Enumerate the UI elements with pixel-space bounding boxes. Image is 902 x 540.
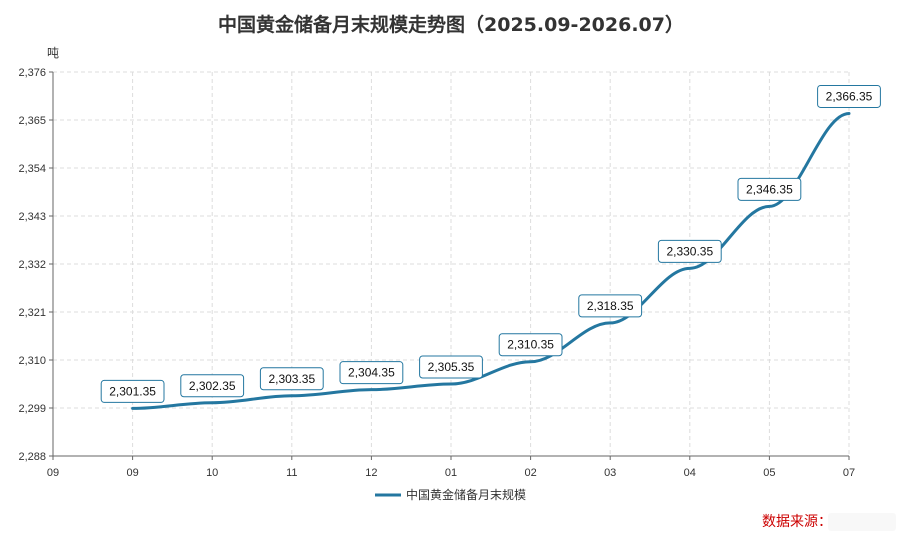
data-label-text: 2,330.35 <box>666 244 713 258</box>
data-label-box <box>419 355 483 379</box>
x-tick-label: 05 <box>763 467 775 479</box>
data-label: 2,346.35 <box>737 177 802 201</box>
x-tick-label: 12 <box>365 467 377 479</box>
data-label: 2,301.35 <box>100 379 165 403</box>
x-tick-label: 09 <box>47 467 59 479</box>
series-layer <box>131 111 851 410</box>
x-tick-label: 11 <box>286 467 297 479</box>
data-label: 2,305.35 <box>419 355 483 379</box>
data-label: 2,302.35 <box>180 374 245 398</box>
x-tick-label: 01 <box>445 467 457 479</box>
x-tick-label: 03 <box>604 467 616 479</box>
data-label-box <box>737 177 802 201</box>
y-axis-unit-label: 吨 <box>47 46 59 60</box>
data-label: 2,310.35 <box>498 333 563 357</box>
y-tick-label: 2,354 <box>18 163 46 175</box>
x-axis-ticks: 09 09 10 11 12 01 02 03 04 05 07 <box>47 456 855 479</box>
y-tick-label: 2,299 <box>18 403 46 415</box>
data-label-text: 2,303.35 <box>268 372 315 386</box>
data-label: 2,366.35 <box>817 84 881 108</box>
grid-lines <box>53 71 850 456</box>
source-note: 数据来源： <box>762 514 832 530</box>
x-tick-label: 09 <box>126 467 138 479</box>
data-label-box <box>817 84 881 108</box>
y-tick-label: 2,365 <box>18 115 46 127</box>
y-tick-label: 2,376 <box>18 67 46 79</box>
data-label-text: 2,346.35 <box>746 182 793 196</box>
data-labels: 2,301.35 2,302.35 2,303.35 2,304.35 2,305.35… <box>100 84 881 403</box>
data-label-text: 2,302.35 <box>189 379 236 393</box>
data-label-text: 2,304.35 <box>348 366 395 380</box>
data-label: 2,304.35 <box>339 361 404 385</box>
y-axis-ticks: 2,288 2,299 2,310 2,321 2,332 2,343 2,354 2,365… <box>18 67 53 463</box>
data-label-box <box>498 333 563 357</box>
data-label: 2,330.35 <box>657 239 722 263</box>
legend-label: 中国黄金储备月末规模 <box>406 487 526 502</box>
data-label: 2,303.35 <box>259 367 324 391</box>
watermark-logo <box>828 513 896 531</box>
y-tick-label: 2,332 <box>18 259 46 271</box>
data-label-box <box>578 294 643 318</box>
data-label-text: 2,366.35 <box>826 89 873 103</box>
data-label-text: 2,305.35 <box>428 360 475 374</box>
data-label-box <box>339 361 404 385</box>
data-label-text: 2,318.35 <box>587 299 634 313</box>
x-tick-label: 10 <box>206 467 218 479</box>
data-label: 2,318.35 <box>578 294 643 318</box>
data-label-text: 2,301.35 <box>109 384 156 398</box>
legend[interactable]: 中国黄金储备月末规模 <box>375 487 526 502</box>
y-tick-label: 2,343 <box>18 211 46 223</box>
y-tick-label: 2,310 <box>18 355 46 367</box>
data-label-box <box>100 379 165 403</box>
data-label-box <box>657 239 722 263</box>
y-tick-label: 2,288 <box>18 451 46 463</box>
data-label-box <box>259 367 324 391</box>
y-tick-label: 2,321 <box>18 307 46 319</box>
x-tick-label: 02 <box>524 467 536 479</box>
data-label-text: 2,310.35 <box>507 338 554 352</box>
chart-title: 中国黄金储备月末规模走势图（2025.09-2026.07） <box>218 13 684 36</box>
series-line <box>131 111 851 410</box>
x-tick-label: 04 <box>684 467 696 479</box>
data-label-box <box>180 374 245 398</box>
x-tick-label: 07 <box>843 467 855 479</box>
